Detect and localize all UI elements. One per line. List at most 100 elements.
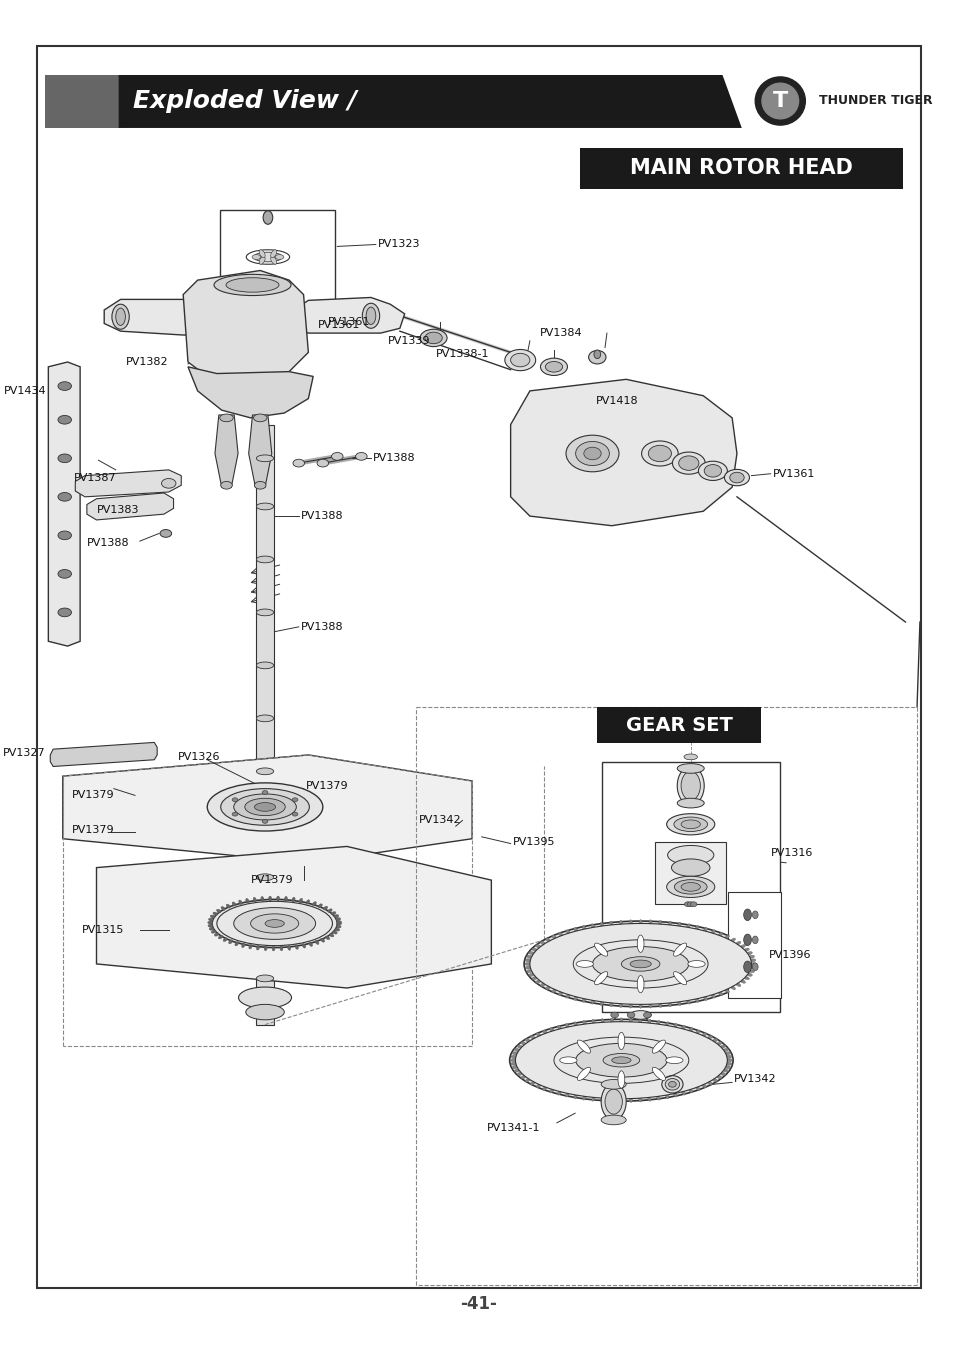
Ellipse shape xyxy=(700,1084,705,1088)
Ellipse shape xyxy=(504,350,535,371)
Ellipse shape xyxy=(269,896,272,900)
Ellipse shape xyxy=(525,1079,530,1081)
Ellipse shape xyxy=(677,767,703,805)
Ellipse shape xyxy=(514,1049,519,1052)
Ellipse shape xyxy=(629,960,651,968)
Ellipse shape xyxy=(666,814,714,834)
Ellipse shape xyxy=(208,921,213,923)
Ellipse shape xyxy=(259,250,265,258)
Ellipse shape xyxy=(536,945,540,948)
Ellipse shape xyxy=(292,798,297,802)
Ellipse shape xyxy=(735,941,740,945)
Ellipse shape xyxy=(214,933,218,936)
Ellipse shape xyxy=(706,1035,712,1040)
Ellipse shape xyxy=(528,952,534,954)
Ellipse shape xyxy=(702,927,706,933)
Ellipse shape xyxy=(718,991,721,995)
Ellipse shape xyxy=(656,1021,659,1026)
Ellipse shape xyxy=(536,1084,540,1088)
Ellipse shape xyxy=(253,898,256,902)
Polygon shape xyxy=(51,743,157,767)
Ellipse shape xyxy=(58,416,71,424)
Ellipse shape xyxy=(233,907,315,940)
Text: PV1361: PV1361 xyxy=(317,320,360,331)
Ellipse shape xyxy=(241,944,245,948)
Ellipse shape xyxy=(710,994,715,998)
Text: PV1388: PV1388 xyxy=(373,454,416,463)
Ellipse shape xyxy=(594,944,607,956)
Ellipse shape xyxy=(652,1068,664,1080)
Ellipse shape xyxy=(549,1027,554,1033)
Ellipse shape xyxy=(515,1022,726,1099)
Bar xyxy=(727,892,781,998)
Ellipse shape xyxy=(740,980,744,983)
Ellipse shape xyxy=(511,1062,517,1065)
Ellipse shape xyxy=(525,967,531,969)
Ellipse shape xyxy=(545,938,550,942)
Ellipse shape xyxy=(58,493,71,501)
Text: GEAR SET: GEAR SET xyxy=(625,716,732,734)
Polygon shape xyxy=(249,414,272,487)
Ellipse shape xyxy=(262,819,268,823)
Ellipse shape xyxy=(668,1081,676,1087)
Ellipse shape xyxy=(510,1058,516,1061)
Ellipse shape xyxy=(743,961,751,972)
Ellipse shape xyxy=(626,1012,634,1018)
Ellipse shape xyxy=(629,919,632,926)
Ellipse shape xyxy=(591,999,594,1004)
Ellipse shape xyxy=(514,1069,519,1072)
Ellipse shape xyxy=(673,944,686,956)
Ellipse shape xyxy=(256,768,274,775)
Ellipse shape xyxy=(274,255,284,259)
Ellipse shape xyxy=(213,913,217,915)
Ellipse shape xyxy=(619,1096,622,1103)
Ellipse shape xyxy=(600,1080,625,1089)
Ellipse shape xyxy=(600,1018,603,1025)
Ellipse shape xyxy=(58,570,71,578)
Ellipse shape xyxy=(629,1011,651,1019)
Ellipse shape xyxy=(238,900,242,904)
Ellipse shape xyxy=(743,948,748,952)
Ellipse shape xyxy=(329,934,334,937)
Ellipse shape xyxy=(639,919,641,925)
Ellipse shape xyxy=(366,306,375,324)
Ellipse shape xyxy=(565,435,618,471)
Ellipse shape xyxy=(619,1018,622,1023)
Ellipse shape xyxy=(309,942,313,946)
Ellipse shape xyxy=(661,1076,682,1094)
Ellipse shape xyxy=(680,1026,684,1030)
Ellipse shape xyxy=(743,976,748,980)
Ellipse shape xyxy=(209,918,213,921)
Ellipse shape xyxy=(424,332,442,344)
Ellipse shape xyxy=(610,1096,613,1103)
Ellipse shape xyxy=(509,1019,732,1102)
Ellipse shape xyxy=(254,482,266,489)
Ellipse shape xyxy=(609,1002,613,1007)
Ellipse shape xyxy=(256,662,274,668)
Ellipse shape xyxy=(647,1096,650,1102)
Ellipse shape xyxy=(582,1095,585,1100)
Ellipse shape xyxy=(618,1002,622,1007)
Ellipse shape xyxy=(638,1018,641,1025)
Text: PV1339: PV1339 xyxy=(388,336,431,346)
Ellipse shape xyxy=(252,255,260,259)
Ellipse shape xyxy=(575,441,609,466)
Ellipse shape xyxy=(256,821,274,828)
Ellipse shape xyxy=(695,926,699,930)
Text: PV1395: PV1395 xyxy=(512,837,555,846)
Ellipse shape xyxy=(629,1002,632,1008)
Ellipse shape xyxy=(226,278,278,292)
Ellipse shape xyxy=(259,256,265,265)
Text: PV1379: PV1379 xyxy=(251,875,293,886)
Text: PV1382: PV1382 xyxy=(125,356,168,367)
Ellipse shape xyxy=(58,382,71,390)
Ellipse shape xyxy=(667,1002,671,1007)
Text: PV1434: PV1434 xyxy=(4,386,47,396)
Ellipse shape xyxy=(565,1023,569,1029)
Text: PV1315: PV1315 xyxy=(82,925,124,936)
Ellipse shape xyxy=(722,1049,728,1052)
Text: THUNDER TIGER: THUNDER TIGER xyxy=(818,95,931,108)
Ellipse shape xyxy=(667,921,671,926)
Ellipse shape xyxy=(710,930,715,934)
Ellipse shape xyxy=(582,1021,585,1026)
